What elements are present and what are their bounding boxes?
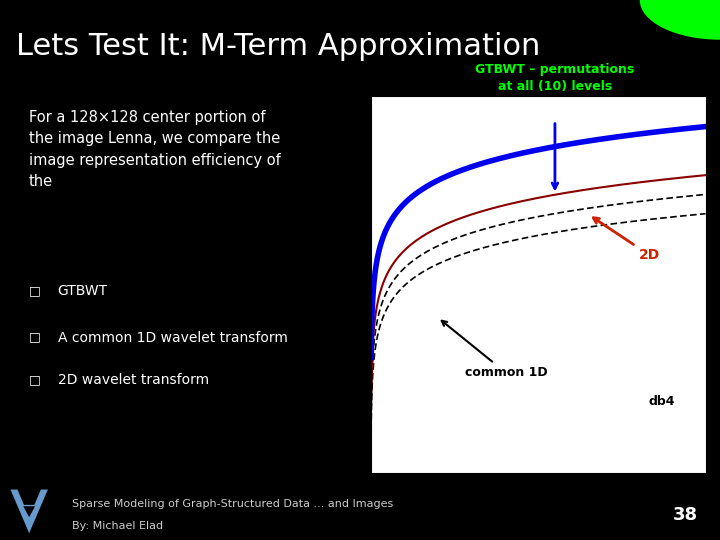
Text: 2D wavelet transform: 2D wavelet transform [58, 373, 209, 387]
Text: By: Michael Elad: By: Michael Elad [72, 521, 163, 531]
Text: A common 1D wavelet transform: A common 1D wavelet transform [58, 330, 287, 345]
Text: 2D: 2D [593, 218, 660, 262]
Polygon shape [11, 489, 48, 534]
Text: common 1D: common 1D [442, 321, 547, 379]
Circle shape [641, 0, 720, 39]
Text: □: □ [29, 373, 40, 386]
Text: □: □ [29, 330, 40, 343]
Text: db4: db4 [649, 395, 675, 408]
Text: Sparse Modeling of Graph-Structured Data ... and Images: Sparse Modeling of Graph-Structured Data… [72, 499, 393, 509]
Text: GTBWT – permutations
at all (10) levels: GTBWT – permutations at all (10) levels [475, 63, 634, 93]
Polygon shape [22, 505, 36, 518]
Text: 38: 38 [673, 506, 698, 524]
X-axis label: #Coefficients: #Coefficients [498, 498, 578, 511]
Text: For a 128×128 center portion of
the image Lenna, we compare the
image representa: For a 128×128 center portion of the imag… [29, 110, 281, 190]
Y-axis label: PSNR: PSNR [332, 268, 345, 300]
Text: GTBWT: GTBWT [58, 284, 108, 298]
Text: Lets Test It: M-Term Approximation: Lets Test It: M-Term Approximation [16, 31, 540, 60]
Text: □: □ [29, 284, 40, 297]
